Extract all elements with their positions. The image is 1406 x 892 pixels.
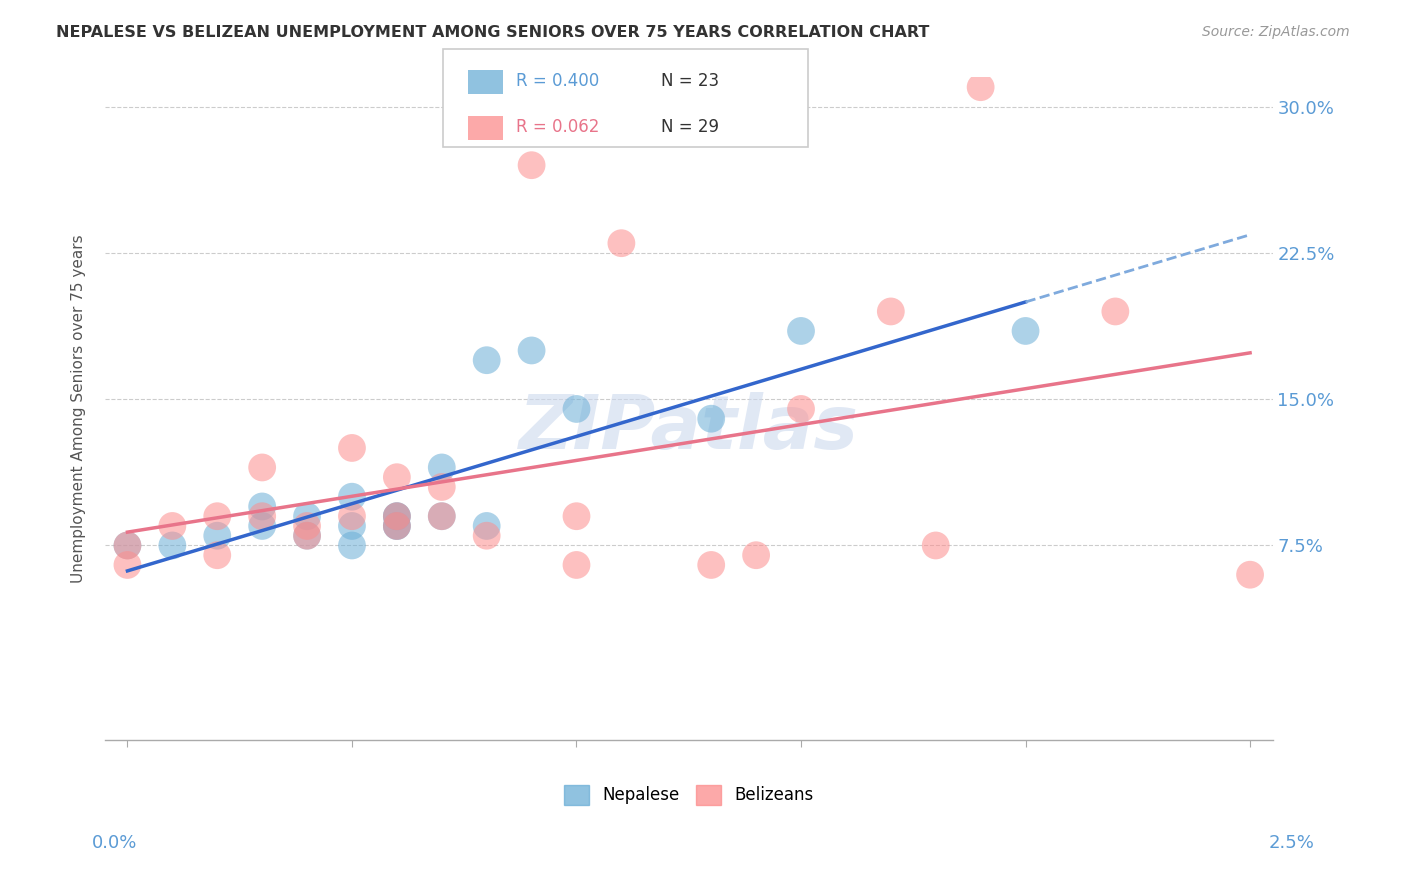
Text: R = 0.400: R = 0.400	[516, 71, 599, 90]
Point	[1014, 324, 1036, 338]
Text: NEPALESE VS BELIZEAN UNEMPLOYMENT AMONG SENIORS OVER 75 YEARS CORRELATION CHART: NEPALESE VS BELIZEAN UNEMPLOYMENT AMONG …	[56, 25, 929, 40]
Point	[925, 539, 948, 553]
Point	[162, 539, 184, 553]
Point	[565, 558, 588, 572]
Point	[790, 324, 813, 338]
Text: ZIPatlas: ZIPatlas	[519, 392, 859, 466]
Point	[385, 519, 408, 533]
Point	[700, 558, 723, 572]
Point	[610, 236, 633, 251]
Point	[117, 539, 139, 553]
Legend: Nepalese, Belizeans: Nepalese, Belizeans	[557, 778, 820, 812]
Point	[520, 158, 543, 172]
Point	[969, 80, 991, 95]
Text: Source: ZipAtlas.com: Source: ZipAtlas.com	[1202, 25, 1350, 39]
Point	[880, 304, 903, 318]
Text: N = 29: N = 29	[661, 118, 718, 136]
Point	[430, 509, 453, 524]
Point	[295, 519, 318, 533]
Point	[117, 539, 139, 553]
Point	[790, 401, 813, 416]
Point	[565, 401, 588, 416]
Point	[475, 529, 498, 543]
Point	[207, 509, 229, 524]
Point	[430, 460, 453, 475]
Point	[295, 509, 318, 524]
Point	[340, 490, 363, 504]
Point	[340, 441, 363, 455]
Point	[295, 529, 318, 543]
Point	[295, 529, 318, 543]
Point	[385, 509, 408, 524]
Point	[700, 411, 723, 425]
Point	[117, 558, 139, 572]
Point	[207, 548, 229, 562]
Point	[250, 509, 273, 524]
Text: R = 0.062: R = 0.062	[516, 118, 599, 136]
Point	[565, 509, 588, 524]
Point	[207, 529, 229, 543]
Text: 0.0%: 0.0%	[91, 834, 136, 852]
Y-axis label: Unemployment Among Seniors over 75 years: Unemployment Among Seniors over 75 years	[72, 235, 86, 583]
Point	[250, 519, 273, 533]
Point	[162, 519, 184, 533]
Point	[745, 548, 768, 562]
Point	[385, 519, 408, 533]
Point	[385, 509, 408, 524]
Point	[340, 509, 363, 524]
Point	[250, 460, 273, 475]
Point	[430, 509, 453, 524]
Text: N = 23: N = 23	[661, 71, 718, 90]
Point	[475, 353, 498, 368]
Text: 2.5%: 2.5%	[1268, 834, 1315, 852]
Point	[385, 470, 408, 484]
Point	[385, 509, 408, 524]
Point	[475, 519, 498, 533]
Point	[430, 480, 453, 494]
Point	[340, 539, 363, 553]
Point	[250, 500, 273, 514]
Point	[340, 519, 363, 533]
Point	[1104, 304, 1126, 318]
Point	[520, 343, 543, 358]
Point	[385, 519, 408, 533]
Point	[1239, 567, 1261, 582]
